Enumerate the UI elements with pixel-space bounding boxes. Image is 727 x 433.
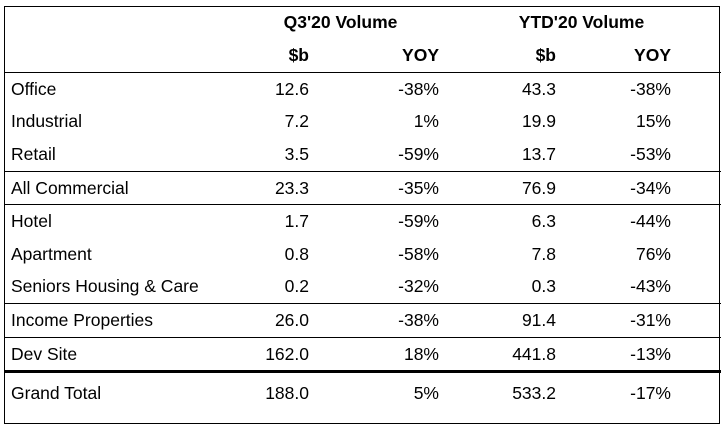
q3-volume-cell: 162.0 [239,336,309,372]
q3-yoy-cell: -58% [398,243,439,264]
ytd-volume-cell: 6.3 [442,204,556,238]
row-label: Seniors Housing & Care [11,276,199,297]
table-row: Hotel 1.7 -59% 6.3 -44% [4,204,721,238]
q3-volume-cell: 12.6 [239,71,309,106]
header-ytd-volume: YTD'20 Volume [518,12,645,32]
ytd-yoy-cell: -53% [630,143,671,164]
ytd-volume-cell: 43.3 [442,71,556,106]
ytd-volume-cell: 0.3 [531,276,556,297]
q3-volume-cell: 26.0 [239,303,309,338]
table-row: Dev Site 162.0 18% 441.8 -13% [4,336,721,372]
row-label: All Commercial [4,170,239,205]
q3-yoy-cell: -38% [309,303,442,338]
row-label: Grand Total [4,370,239,414]
ytd-yoy-cell: -43% [630,276,671,297]
q3-yoy-cell: 18% [309,336,442,372]
header-q3-yoy: YOY [402,45,439,65]
ytd-volume-cell: 91.4 [442,303,556,338]
q3-volume-cell: 7.2 [284,111,309,132]
table-row: Income Properties 26.0 -38% 91.4 -31% [4,303,721,338]
grand-total-row: Grand Total 188.0 5% 533.2 -17% [4,370,721,414]
table-row: All Commercial 23.3 -35% 76.9 -34% [4,170,721,205]
row-label: Apartment [11,243,92,264]
header-group-row: Q3'20 Volume YTD'20 Volume [4,6,721,39]
q3-yoy-cell: 1% [413,111,439,132]
ytd-yoy-cell: 15% [635,111,671,132]
q3-volume-cell: 1.7 [239,204,309,238]
table-row: Retail 3.5 -59% 13.7 -53% [4,138,721,171]
row-label: Dev Site [4,336,239,372]
header-empty-cell [4,6,239,39]
row-label: Retail [11,143,56,164]
header-ytd-yoy: YOY [634,45,671,65]
q3-yoy-cell: -35% [309,170,442,205]
ytd-volume-cell: 13.7 [521,143,556,164]
volume-table: Q3'20 Volume YTD'20 Volume $b YOY $b YOY… [4,6,721,414]
ytd-volume-cell: 7.8 [531,243,556,264]
row-label: Office [4,71,239,106]
ytd-yoy-cell: -17% [556,370,721,414]
q3-volume-cell: 3.5 [284,143,309,164]
row-label: Industrial [11,111,83,132]
table-row: Seniors Housing & Care 0.2 -32% 0.3 -43% [4,271,721,304]
q3-volume-cell: 23.3 [239,170,309,205]
ytd-volume-cell: 441.8 [442,336,556,372]
table-row: Industrial 7.2 1% 19.9 15% [4,106,721,139]
ytd-yoy-cell: -34% [556,170,721,205]
ytd-yoy-cell: -13% [556,336,721,372]
q3-volume-cell: 0.8 [284,243,309,264]
q3-volume-cell: 188.0 [239,370,309,414]
q3-yoy-cell: -59% [309,204,442,238]
q3-yoy-cell: 5% [309,370,442,414]
ytd-volume-cell: 76.9 [442,170,556,205]
ytd-yoy-cell: -44% [556,204,721,238]
table-row: Office 12.6 -38% 43.3 -38% [4,71,721,106]
header-units-row: $b YOY $b YOY [4,39,721,73]
q3-yoy-cell: -59% [398,143,439,164]
q3-yoy-cell: -32% [398,276,439,297]
header-q3-unit: $b [288,45,309,65]
q3-yoy-cell: -38% [309,71,442,106]
header-ytd-unit: $b [535,45,556,65]
header-empty-cell [4,39,239,73]
ytd-yoy-cell: 76% [635,243,671,264]
ytd-yoy-cell: -31% [556,303,721,338]
ytd-volume-cell: 19.9 [521,111,556,132]
table-row: Apartment 0.8 -58% 7.8 76% [4,238,721,271]
ytd-volume-cell: 533.2 [442,370,556,414]
row-label: Income Properties [4,303,239,338]
header-q3-volume: Q3'20 Volume [283,12,398,32]
row-label: Hotel [4,204,239,238]
ytd-yoy-cell: -38% [556,71,721,106]
q3-volume-cell: 0.2 [284,276,309,297]
